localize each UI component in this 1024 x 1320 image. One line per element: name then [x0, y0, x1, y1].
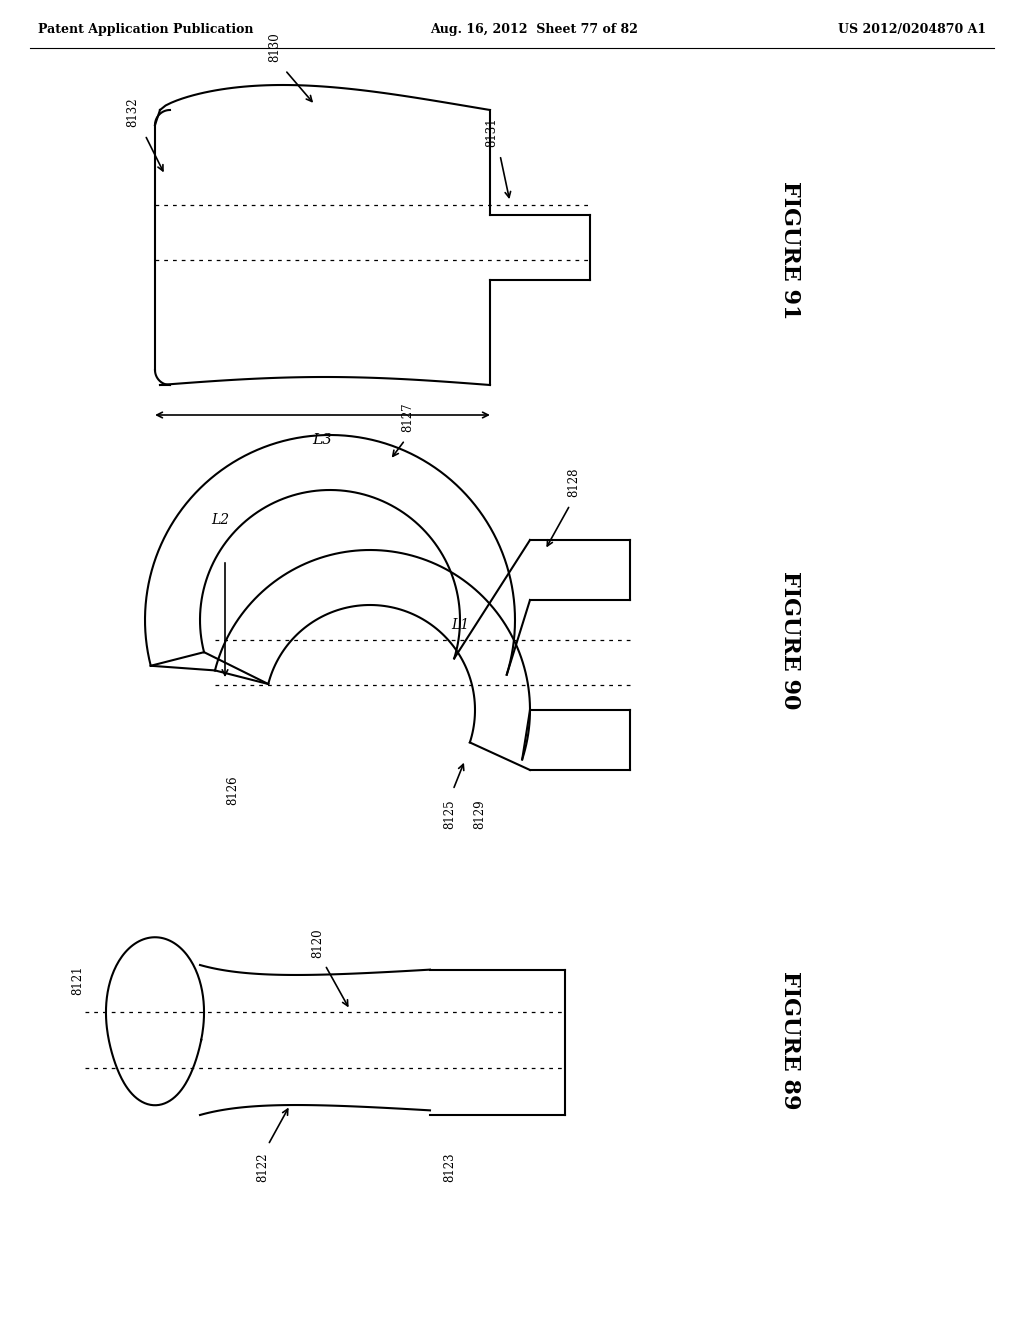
Text: L3: L3 — [312, 433, 333, 447]
Text: US 2012/0204870 A1: US 2012/0204870 A1 — [838, 24, 986, 37]
Text: Patent Application Publication: Patent Application Publication — [38, 24, 254, 37]
Text: 8120: 8120 — [311, 928, 325, 958]
Text: FIGURE 89: FIGURE 89 — [779, 970, 801, 1109]
Text: 8123: 8123 — [443, 1152, 457, 1181]
Text: 8121: 8121 — [72, 965, 85, 995]
Text: 8132: 8132 — [127, 98, 139, 127]
Text: 8130: 8130 — [268, 32, 282, 62]
Text: FIGURE 90: FIGURE 90 — [779, 570, 801, 709]
Text: 8129: 8129 — [473, 799, 486, 829]
Text: Aug. 16, 2012  Sheet 77 of 82: Aug. 16, 2012 Sheet 77 of 82 — [430, 24, 638, 37]
Text: 8127: 8127 — [401, 403, 415, 432]
Text: L1: L1 — [451, 618, 469, 632]
Text: 8126: 8126 — [226, 775, 240, 805]
Text: 8122: 8122 — [256, 1152, 269, 1181]
Text: L2: L2 — [211, 513, 229, 527]
Text: 8128: 8128 — [567, 467, 581, 498]
Text: FIGURE 91: FIGURE 91 — [779, 181, 801, 319]
Text: 8131: 8131 — [485, 117, 499, 147]
Text: 8125: 8125 — [443, 799, 457, 829]
